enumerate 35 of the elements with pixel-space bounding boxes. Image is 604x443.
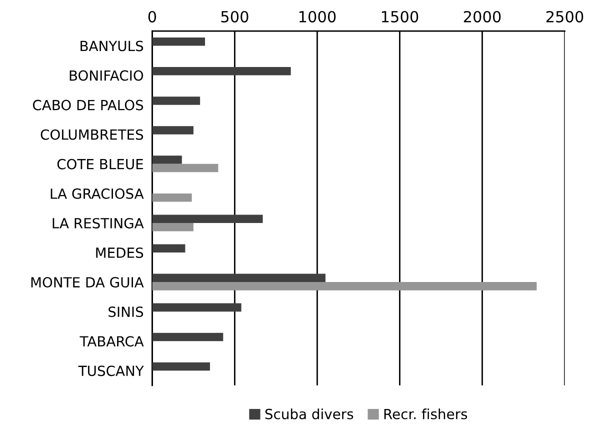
y-tick-label: MONTE DA GUIA — [31, 277, 144, 288]
x-tick-label: 0 — [148, 10, 156, 22]
bar — [152, 38, 206, 46]
legend-label: Scuba divers — [265, 408, 354, 420]
bar — [152, 67, 291, 76]
bar — [152, 156, 182, 164]
bar — [152, 214, 263, 223]
bar — [152, 274, 326, 282]
bar — [152, 282, 537, 290]
y-tick-label: TUSCANY — [78, 366, 144, 376]
x-tick-label: 1500 — [382, 10, 418, 22]
y-tick-label: LA GRACIOSA — [50, 188, 144, 199]
bar — [152, 193, 192, 202]
y-tick-label: BONIFACIO — [70, 70, 144, 81]
bar — [152, 164, 218, 172]
y-tick-label: CABO DE PALOS — [32, 100, 144, 110]
bar — [152, 96, 200, 105]
y-tick-label: LA RESTINGA — [52, 218, 144, 228]
y-tick-label: BANYULS — [80, 40, 144, 52]
y-tick-label: COTE BLEUE — [57, 158, 143, 170]
bar — [152, 244, 186, 253]
y-tick-label: COLUMBRETES — [40, 129, 144, 140]
y-tick-label: TABARCA — [80, 336, 144, 347]
y-tick-label: MEDES — [96, 247, 144, 258]
bar — [152, 332, 224, 342]
x-tick-label: 1000 — [299, 10, 336, 22]
bar — [152, 362, 210, 371]
x-tick-label: 2000 — [464, 10, 501, 22]
bar — [152, 126, 194, 134]
bar — [152, 222, 194, 232]
bar — [152, 303, 242, 312]
x-tick-label: 2500 — [546, 10, 584, 22]
y-tick-label: SINIS — [108, 306, 144, 318]
legend-label: Recr. fishers — [384, 408, 468, 420]
x-tick-label: 500 — [221, 10, 248, 22]
